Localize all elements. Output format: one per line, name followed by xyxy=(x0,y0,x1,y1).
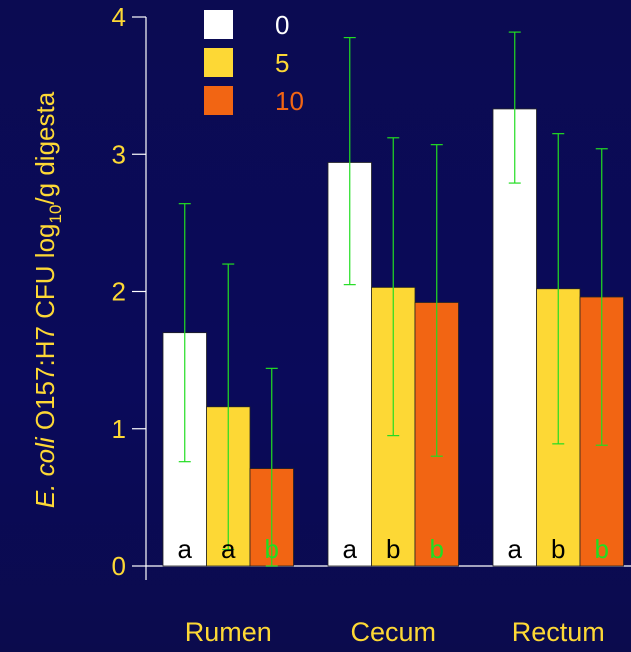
significance-letter: b xyxy=(386,534,400,564)
legend-swatch xyxy=(204,86,233,115)
legend-label: 10 xyxy=(275,86,304,116)
y-axis-title-italic: E. coli xyxy=(30,436,60,508)
y-tick-label: 3 xyxy=(112,139,126,169)
y-tick-label: 0 xyxy=(112,551,126,581)
significance-letter: a xyxy=(343,534,358,564)
significance-letter: b xyxy=(595,534,609,564)
significance-letter: a xyxy=(221,534,236,564)
significance-letter: b xyxy=(430,534,444,564)
legend-swatch xyxy=(204,10,233,39)
axes: 0 1 2 3 4 Rumen Cecum Rectum xyxy=(112,2,631,647)
legend-label: 5 xyxy=(275,48,289,78)
legend: 0 5 10 xyxy=(204,10,304,116)
y-axis-title-main: O157:H7 CFU log xyxy=(30,223,60,437)
significance-letter: a xyxy=(508,534,523,564)
significance-letter: b xyxy=(551,534,565,564)
legend-swatch xyxy=(204,48,233,77)
x-tick-label: Rectum xyxy=(512,617,605,647)
y-axis-title-suffix: /g digesta xyxy=(30,91,60,204)
bars xyxy=(162,108,624,567)
y-axis-title: E. coli O157:H7 CFU log10/g digesta xyxy=(30,91,65,508)
error-bars xyxy=(178,31,608,567)
legend-label: 0 xyxy=(275,10,289,40)
x-tick-label: Cecum xyxy=(350,617,436,647)
x-tick-label: Rumen xyxy=(185,617,272,647)
significance-letter: a xyxy=(178,534,193,564)
significance-letter: b xyxy=(265,534,279,564)
y-tick-label: 4 xyxy=(112,2,126,32)
y-axis-label: E. coli O157:H7 CFU log10/g digesta xyxy=(30,91,65,508)
y-tick-label: 1 xyxy=(112,414,126,444)
significance-letters: a a aa b bb b b xyxy=(178,534,609,564)
y-axis-title-subscript: 10 xyxy=(46,205,65,224)
y-tick-label: 2 xyxy=(112,277,126,307)
